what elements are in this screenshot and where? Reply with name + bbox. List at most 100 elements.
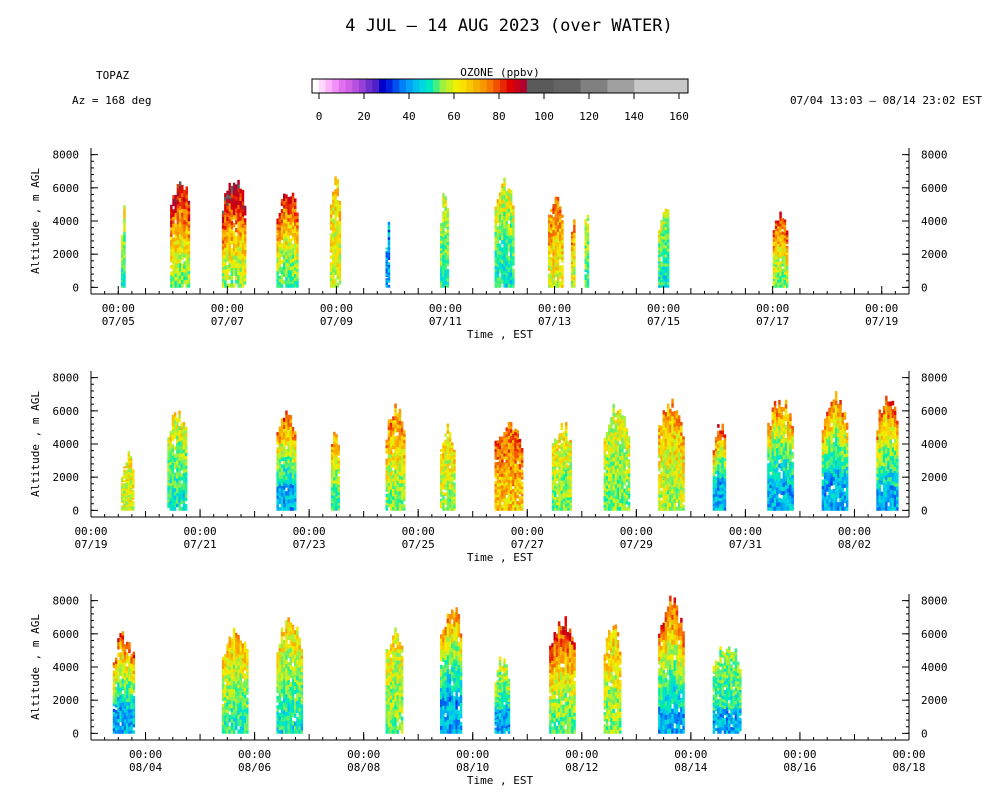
ozone-cell	[283, 439, 286, 444]
ozone-cell	[658, 234, 661, 238]
ozone-cell	[398, 467, 402, 472]
ozone-cell	[610, 491, 613, 496]
ozone-cell	[403, 445, 406, 450]
ozone-cell	[554, 460, 557, 464]
profile-segment	[276, 192, 299, 288]
colorbar-cell	[493, 79, 501, 93]
ozone-cell	[660, 477, 663, 482]
ozone-cell	[503, 181, 506, 187]
ozone-cell	[176, 271, 180, 276]
ozone-cell	[778, 455, 781, 460]
ozone-cell	[387, 274, 391, 278]
ozone-cell	[767, 483, 770, 488]
ozone-cell	[167, 485, 170, 489]
ozone-cell	[285, 265, 288, 270]
ozone-cell	[712, 498, 716, 502]
ozone-cell	[444, 466, 447, 470]
ozone-cell	[771, 490, 775, 495]
ozone-cell	[291, 443, 295, 447]
ozone-cell	[821, 504, 825, 508]
ozone-cell	[682, 444, 685, 449]
y-axis-title: Altitude , m AGL	[29, 168, 42, 274]
ozone-cell	[503, 501, 506, 505]
ozone-cell	[228, 231, 231, 236]
ozone-cell	[554, 466, 557, 470]
ozone-cell	[514, 460, 517, 464]
ozone-cell	[446, 440, 450, 444]
ozone-cell	[127, 467, 131, 470]
ozone-cell	[712, 466, 716, 470]
ozone-cell	[771, 455, 775, 460]
ozone-cell	[237, 208, 240, 214]
ozone-cell	[121, 259, 124, 262]
ozone-cell	[565, 476, 568, 481]
ozone-cell	[677, 455, 681, 460]
ozone-cell	[558, 501, 561, 505]
ozone-cell	[503, 441, 506, 445]
ozone-cell	[559, 212, 562, 217]
ozone-cell	[623, 492, 626, 497]
ozone-cell	[767, 500, 770, 505]
ozone-cell	[548, 259, 551, 263]
ozone-cell	[235, 192, 238, 197]
ozone-cell	[494, 243, 497, 248]
ozone-cell	[123, 503, 126, 506]
ozone-cell	[174, 248, 177, 253]
ozone-cell	[773, 493, 777, 499]
ozone-cell	[446, 487, 450, 491]
ozone-cell	[444, 259, 447, 264]
ozone-cell	[185, 279, 188, 284]
ozone-cell	[182, 442, 186, 447]
ozone-cell	[176, 485, 179, 490]
ozone-cell	[498, 254, 502, 259]
ozone-cell	[565, 435, 568, 440]
ozone-cell	[776, 494, 779, 499]
ozone-cell	[561, 279, 564, 283]
ozone-cell	[451, 468, 454, 472]
ozone-cell	[514, 482, 517, 486]
ozone-cell	[185, 190, 188, 195]
ozone-cell	[396, 424, 399, 429]
ozone-cell	[791, 494, 794, 498]
ozone-cell	[769, 458, 772, 463]
ozone-cell	[181, 212, 184, 217]
ozone-cell	[828, 451, 831, 456]
ozone-cell	[280, 464, 284, 469]
ozone-cell	[287, 203, 290, 208]
ozone-cell	[677, 444, 681, 449]
ozone-cell	[556, 238, 560, 243]
ozone-cell	[556, 245, 560, 250]
ozone-cell	[520, 448, 524, 451]
ozone-cell	[169, 446, 172, 450]
ozone-cell	[496, 250, 500, 254]
ozone-cell	[334, 244, 337, 250]
ozone-cell	[658, 503, 661, 508]
ozone-cell	[782, 494, 786, 499]
ozone-cell	[169, 455, 172, 459]
ozone-cell	[671, 446, 674, 451]
ozone-cell	[605, 447, 609, 452]
ozone-cell	[680, 483, 683, 487]
ozone-cell	[451, 505, 454, 509]
ozone-cell	[664, 278, 668, 282]
ozone-cell	[658, 258, 661, 262]
ozone-cell	[125, 506, 128, 509]
ozone-cell	[440, 489, 443, 492]
ozone-cell	[552, 255, 555, 259]
ozone-cell	[498, 283, 502, 288]
ozone-cell	[446, 430, 450, 434]
ozone-cell	[280, 489, 284, 493]
ozone-cell	[224, 272, 227, 277]
ozone-cell	[830, 497, 833, 503]
ozone-cell	[387, 482, 391, 487]
ozone-cell	[662, 475, 665, 480]
ozone-cell	[385, 507, 388, 511]
ozone-cell	[623, 423, 626, 428]
ozone-cell	[780, 466, 783, 471]
ozone-cell	[291, 471, 295, 476]
ozone-cell	[287, 245, 290, 250]
ozone-cell	[828, 411, 831, 416]
ozone-cell	[291, 199, 295, 204]
ozone-cell	[333, 489, 336, 493]
ozone-cell	[516, 479, 519, 483]
